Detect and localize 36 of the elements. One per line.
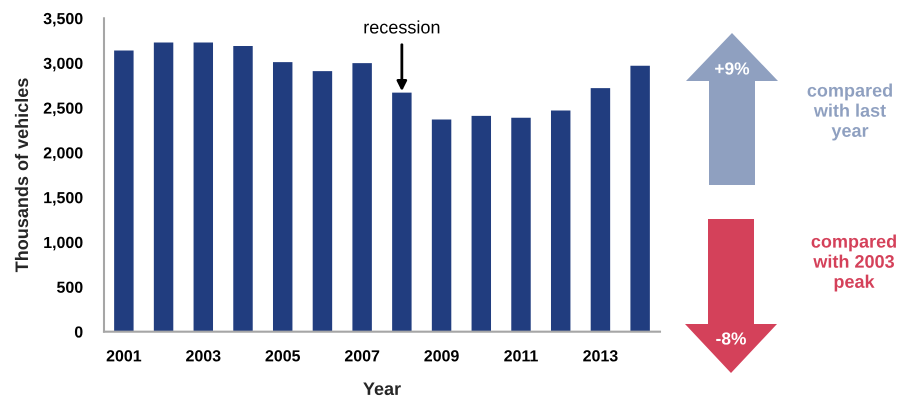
x-axis-title: Year xyxy=(363,382,401,396)
y-axis-title: Thousands of vehicles xyxy=(14,78,28,272)
y-tick-label: 2,500 xyxy=(44,102,83,116)
y-tick-label: 3,000 xyxy=(44,58,83,72)
x-tick-label: 2011 xyxy=(504,350,538,362)
text: -8% xyxy=(716,332,746,345)
y-tick-label: 1,000 xyxy=(44,236,83,250)
x-tick-label: 2005 xyxy=(266,350,300,362)
bar xyxy=(472,116,492,332)
bar xyxy=(233,46,253,332)
x-tick-label: 2007 xyxy=(344,350,380,362)
text: +9% xyxy=(715,62,750,75)
bar xyxy=(392,92,412,332)
y-tick-label: 500 xyxy=(57,282,83,293)
y-tick-label: 3,500 xyxy=(44,12,83,27)
bar xyxy=(550,110,570,332)
bar xyxy=(590,88,610,332)
bar xyxy=(114,50,134,332)
y-tick-label: 2,000 xyxy=(44,147,83,161)
x-tick-label: 2001 xyxy=(106,350,142,362)
x-tick-label: 2009 xyxy=(424,350,459,362)
bar xyxy=(432,119,452,332)
bar xyxy=(272,62,292,332)
bar xyxy=(352,63,372,332)
bar xyxy=(194,42,214,332)
bar xyxy=(630,66,650,332)
text: compared with last year xyxy=(808,83,892,141)
bar xyxy=(312,71,332,332)
bar xyxy=(154,42,174,332)
y-tick-label: 1,500 xyxy=(44,192,83,206)
text: compared with 2003 peak xyxy=(812,234,896,292)
x-tick-label: 2003 xyxy=(186,350,220,362)
x-tick-label: 2013 xyxy=(583,350,618,362)
annotation: recession xyxy=(364,20,440,34)
y-tick-label: 0 xyxy=(74,326,83,338)
bar xyxy=(511,118,531,332)
